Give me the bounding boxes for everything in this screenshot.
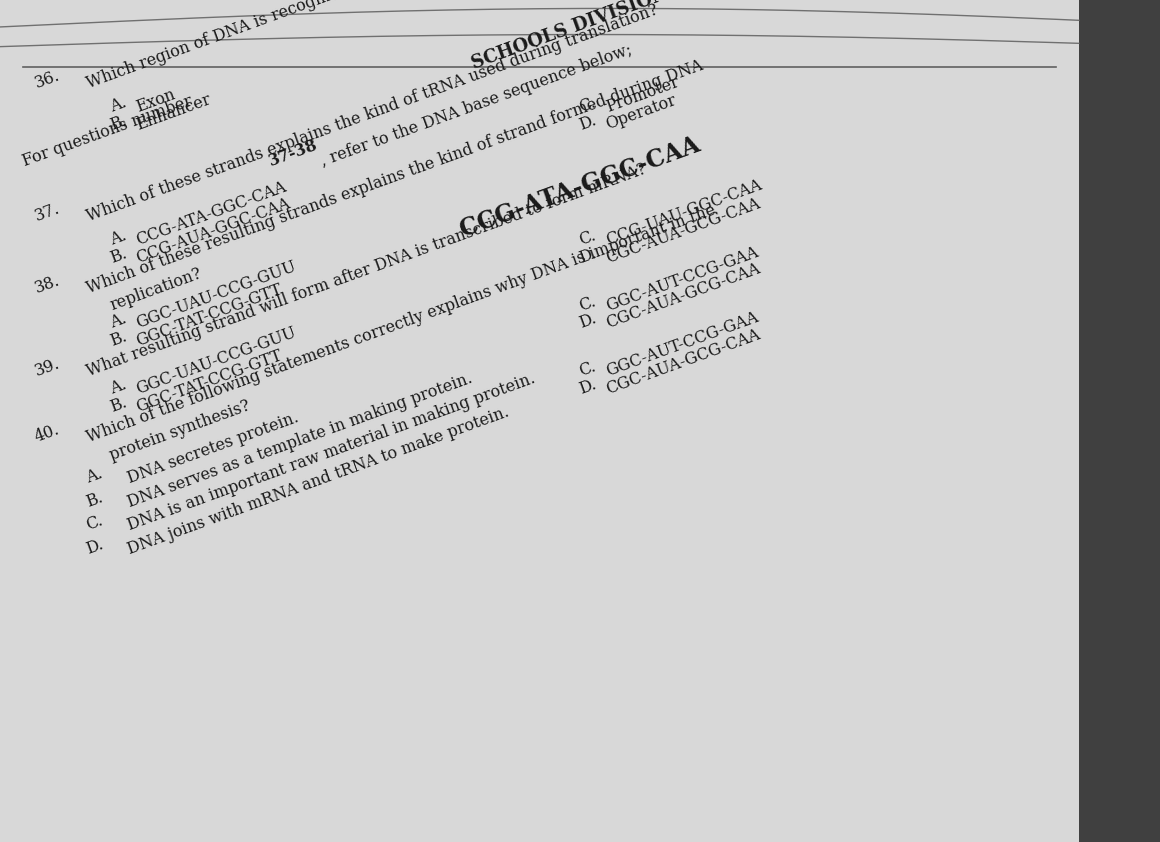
Text: C.: C. bbox=[577, 94, 599, 115]
Text: For questions number: For questions number bbox=[20, 90, 200, 169]
Text: Which of these resulting strands explains the kind of strand formed during DNA: Which of these resulting strands explain… bbox=[84, 56, 705, 296]
Text: CGC-AUA-GCG-CAA: CGC-AUA-GCG-CAA bbox=[603, 326, 763, 397]
Text: B.: B. bbox=[84, 489, 106, 510]
Text: C.: C. bbox=[577, 359, 599, 380]
Text: CCG-ATA-GGC-CAA: CCG-ATA-GGC-CAA bbox=[457, 132, 703, 242]
Text: C.: C. bbox=[577, 227, 599, 248]
Text: A.: A. bbox=[107, 311, 129, 332]
Text: DNA serves as a template in making protein.: DNA serves as a template in making prote… bbox=[124, 370, 474, 510]
Text: Which region of DNA is recognized by RNA polymerase to initiate transcription?: Which region of DNA is recognized by RNA… bbox=[84, 0, 708, 92]
Text: CCG-AUA-GGC-CAA: CCG-AUA-GGC-CAA bbox=[133, 195, 293, 266]
Text: , refer to the DNA base sequence below;: , refer to the DNA base sequence below; bbox=[318, 40, 635, 169]
Text: GGC-TAT-CCG-GTT: GGC-TAT-CCG-GTT bbox=[133, 347, 285, 415]
Text: C.: C. bbox=[84, 513, 106, 534]
Text: CGC-AUA-GCG-CAA: CGC-AUA-GCG-CAA bbox=[603, 260, 763, 332]
Text: Which of these strands explains the kind of tRNA used during translation?: Which of these strands explains the kind… bbox=[84, 2, 660, 225]
Text: 37.: 37. bbox=[31, 200, 61, 225]
Text: A.: A. bbox=[107, 376, 129, 397]
Polygon shape bbox=[1079, 0, 1160, 842]
Text: Promoter: Promoter bbox=[603, 73, 682, 115]
Text: DNA joins with mRNA and tRNA to make protein.: DNA joins with mRNA and tRNA to make pro… bbox=[124, 403, 510, 557]
Text: D.: D. bbox=[577, 311, 599, 332]
Text: protein synthesis?: protein synthesis? bbox=[107, 397, 253, 463]
Text: Operator: Operator bbox=[603, 93, 679, 133]
Text: D.: D. bbox=[84, 536, 106, 557]
Text: 36.: 36. bbox=[31, 67, 61, 92]
Text: B.: B. bbox=[107, 245, 129, 266]
Text: What resulting strand will form after DNA is transcribed to form mRNA?: What resulting strand will form after DN… bbox=[84, 161, 648, 380]
Text: DNA is an important raw material in making protein.: DNA is an important raw material in maki… bbox=[124, 370, 537, 534]
Text: 37-38: 37-38 bbox=[266, 136, 320, 169]
Text: GGC-UAU-CCG-GUU: GGC-UAU-CCG-GUU bbox=[133, 324, 299, 397]
Text: D.: D. bbox=[577, 376, 599, 397]
Text: 39.: 39. bbox=[31, 355, 61, 380]
Text: B.: B. bbox=[107, 112, 129, 133]
Text: D.: D. bbox=[577, 245, 599, 266]
Text: SCHOOLS DIVISION OF DA: SCHOOLS DIVISION OF DA bbox=[470, 0, 737, 73]
Text: CGC-AUA-GCG-CAA: CGC-AUA-GCG-CAA bbox=[603, 195, 763, 266]
Text: GGC-AUT-CCG-GAA: GGC-AUT-CCG-GAA bbox=[603, 309, 761, 380]
Text: C.: C. bbox=[577, 293, 599, 314]
Text: A.: A. bbox=[107, 94, 129, 115]
Text: replication?: replication? bbox=[107, 265, 204, 314]
Text: A.: A. bbox=[84, 466, 106, 487]
Text: B.: B. bbox=[107, 328, 129, 349]
Text: 40.: 40. bbox=[31, 421, 61, 445]
Text: CCG-ATA-GGC-CAA: CCG-ATA-GGC-CAA bbox=[133, 179, 289, 248]
Text: GGC-UAU-CCG-GUU: GGC-UAU-CCG-GUU bbox=[133, 258, 299, 332]
Text: DNA secretes protein.: DNA secretes protein. bbox=[124, 409, 300, 487]
Text: Exon: Exon bbox=[133, 86, 177, 115]
Text: CCG-UAU-GGC-CAA: CCG-UAU-GGC-CAA bbox=[603, 177, 764, 248]
Text: GGC-TAT-CCG-GTT: GGC-TAT-CCG-GTT bbox=[133, 281, 285, 349]
Text: GGC-AUT-CCG-GAA: GGC-AUT-CCG-GAA bbox=[603, 243, 761, 314]
Text: Enhancer: Enhancer bbox=[133, 91, 213, 133]
Text: Which of the following statements correctly explains why DNA is important in the: Which of the following statements correc… bbox=[84, 201, 718, 445]
Polygon shape bbox=[0, 0, 1114, 842]
Text: 38.: 38. bbox=[31, 272, 61, 296]
Text: B.: B. bbox=[107, 394, 129, 415]
Text: D.: D. bbox=[577, 112, 599, 133]
Text: A.: A. bbox=[107, 227, 129, 248]
